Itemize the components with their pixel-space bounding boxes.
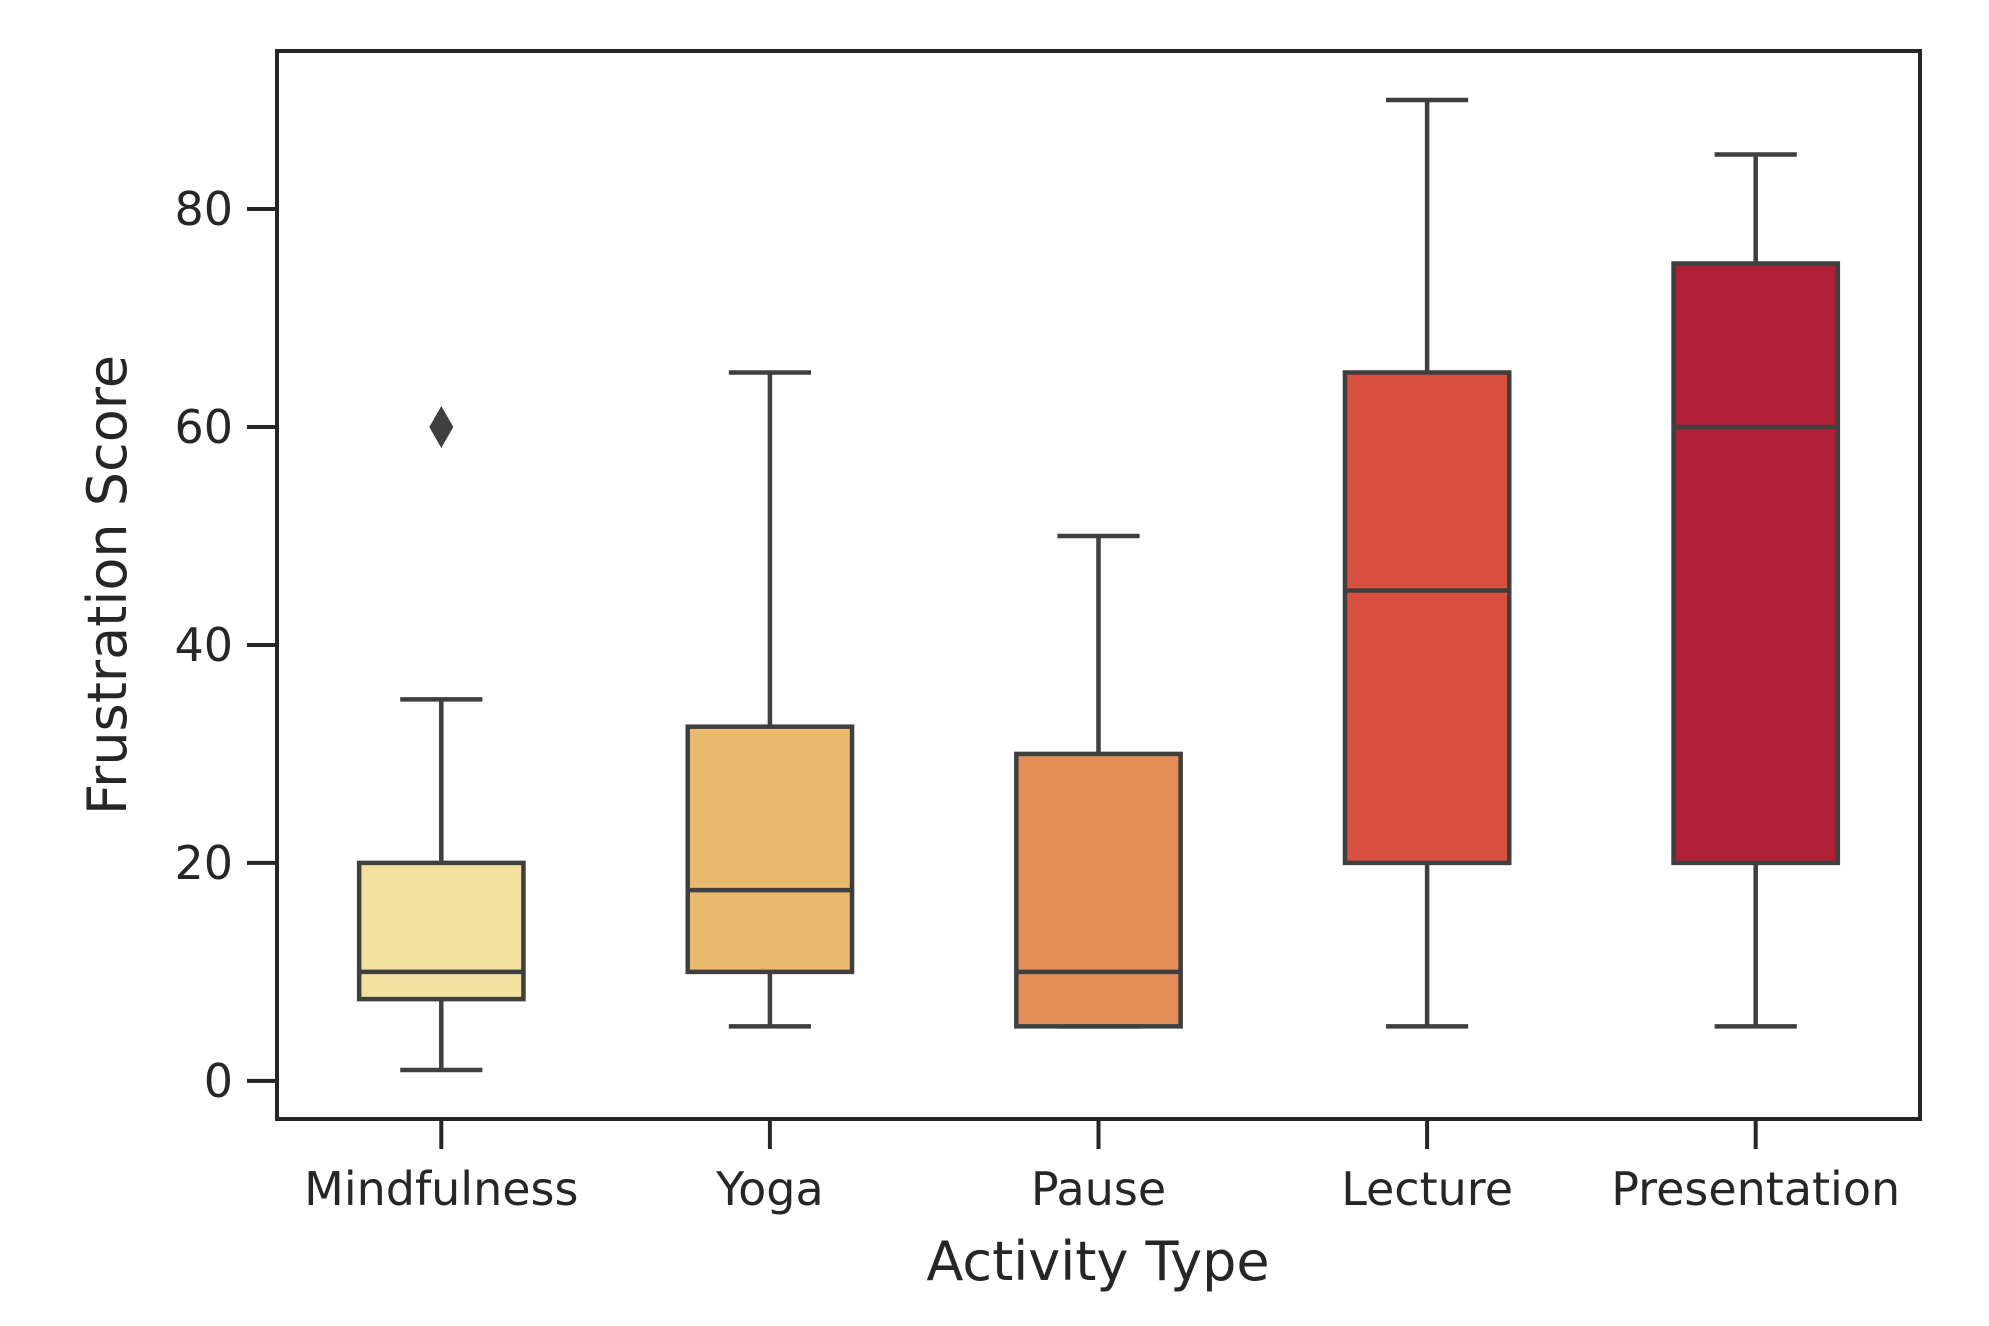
outlier-marker: [429, 405, 454, 448]
x-axis-label: Activity Type: [926, 1230, 1269, 1293]
x-axis: Mindfulness Yoga Pause Lecture Presentation: [304, 1119, 1900, 1216]
x-tick-label: Yoga: [715, 1162, 824, 1216]
x-tick-label: Presentation: [1611, 1162, 1900, 1216]
box-group-presentation: [1671, 152, 1841, 1029]
iqr-box: [1014, 751, 1183, 1029]
box-group-pause: [1014, 533, 1183, 1029]
iqr-box: [1671, 261, 1841, 866]
iqr-box: [1342, 370, 1512, 866]
plot-area: [356, 97, 1841, 1073]
iqr-box: [685, 724, 855, 975]
box-group-mindfulness: [356, 405, 526, 1073]
x-tick-label: Pause: [1031, 1162, 1166, 1216]
y-axis-label: Frustration Score: [76, 355, 139, 815]
x-tick-label: Lecture: [1341, 1162, 1513, 1216]
y-axis: 0 20 40 60 80: [174, 182, 277, 1108]
box-group-lecture: [1342, 97, 1512, 1029]
iqr-box: [356, 860, 526, 1002]
y-tick-label: 60: [174, 400, 233, 454]
y-tick-label: 0: [204, 1054, 233, 1108]
x-tick-label: Mindfulness: [304, 1162, 578, 1216]
y-tick-label: 20: [174, 836, 233, 890]
y-tick-label: 80: [174, 182, 233, 236]
y-tick-label: 40: [174, 618, 233, 672]
box-group-yoga: [685, 370, 855, 1029]
